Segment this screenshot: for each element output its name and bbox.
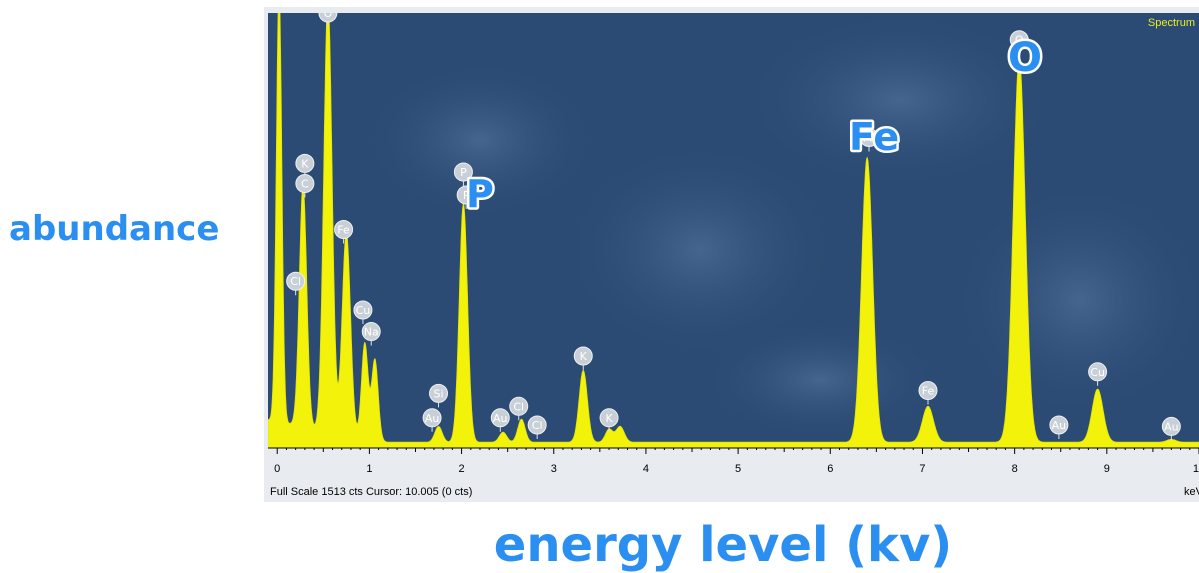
peak-label-cu: Cu <box>1088 362 1108 386</box>
x-annotation-energy-level: energy level (kv) <box>494 517 952 573</box>
peak-label-c: C <box>295 173 315 198</box>
peak-label-text: Cu <box>1090 366 1105 379</box>
peak-label-text: Na <box>364 326 379 339</box>
x-tick-label: 1 <box>366 463 372 475</box>
x-axis-ticks: 0 1 2 3 4 5 6 7 8 9 10 <box>274 448 1199 475</box>
peak-label-fe: Fe <box>918 380 938 405</box>
peak-label-text: Fe <box>337 223 350 236</box>
peak-label-o: O <box>318 7 338 27</box>
peak-label-fe: Fe <box>859 127 879 152</box>
peak-label-text: Cl <box>290 275 301 288</box>
peak-label-k: K <box>573 346 593 370</box>
peak-label-text: P <box>463 189 470 202</box>
peak-label-o: O <box>1009 30 1029 54</box>
peak-label-text: C <box>301 177 309 190</box>
peak-label-text: O <box>324 7 333 20</box>
peak-label-au: Au <box>490 408 510 432</box>
peak-label-text: O <box>1015 34 1024 47</box>
highlight-label-fe: Fe <box>849 115 899 159</box>
peak-label-p: P <box>453 162 473 186</box>
peak-label-text: K <box>605 412 613 425</box>
peak-label-text: Cl <box>532 419 543 432</box>
spectrum-area-group <box>268 13 1199 448</box>
peak-label-au: Au <box>1161 416 1181 441</box>
peak-label-text: P <box>460 166 467 179</box>
spectrum-title: Spectrum <box>1148 17 1195 29</box>
highlight-label-p: P <box>466 172 494 216</box>
peak-label-cl: Cl <box>527 415 547 439</box>
x-tick-label: 4 <box>643 463 649 475</box>
peak-label-p: P <box>456 185 476 209</box>
peak-label-cl: Cl <box>286 271 306 296</box>
x-tick-label: 10 <box>1193 463 1199 475</box>
x-tick-label: 6 <box>827 463 833 475</box>
peak-label-text: Fe <box>863 131 876 144</box>
peak-label-k: K <box>599 408 619 432</box>
spectrum-area <box>268 13 1199 448</box>
peak-label-si: Si <box>429 383 449 408</box>
x-tick-label: 7 <box>919 463 925 475</box>
x-tick-label: 9 <box>1104 463 1110 475</box>
peak-label-text: Au <box>493 412 508 425</box>
peak-label-text: Si <box>434 387 444 400</box>
background-texture <box>360 13 1199 440</box>
peak-label-cu: Cu <box>353 300 373 324</box>
peak-label-text: Fe <box>922 384 935 397</box>
peak-label-na: Na <box>361 322 381 346</box>
peak-label-text: Cl <box>513 400 524 413</box>
x-tick-label: 8 <box>1012 463 1018 475</box>
y-annotation-abundance: abundance <box>9 209 219 249</box>
unit-label: keV <box>1184 486 1199 498</box>
peak-label-au: Au <box>422 408 442 432</box>
peak-label-text: Au <box>1052 419 1067 432</box>
x-tick-label: 5 <box>735 463 741 475</box>
x-tick-label: 3 <box>551 463 557 475</box>
peak-label-text: K <box>580 350 588 363</box>
x-tick-label: 2 <box>459 463 465 475</box>
peak-label-text: Cu <box>356 304 371 317</box>
peak-label-au: Au <box>1049 415 1069 439</box>
peak-label-cl: Cl <box>509 396 529 421</box>
peak-label-text: K <box>301 157 309 170</box>
status-readout: Full Scale 1513 cts Cursor: 10.005 (0 ct… <box>270 486 472 498</box>
peak-label-fe: Fe <box>334 219 354 244</box>
highlight-label-o: O <box>1008 35 1042 81</box>
peak-label-text: Au <box>425 412 440 425</box>
peak-label-text: Au <box>1164 420 1179 433</box>
x-tick-label: 0 <box>274 463 280 475</box>
